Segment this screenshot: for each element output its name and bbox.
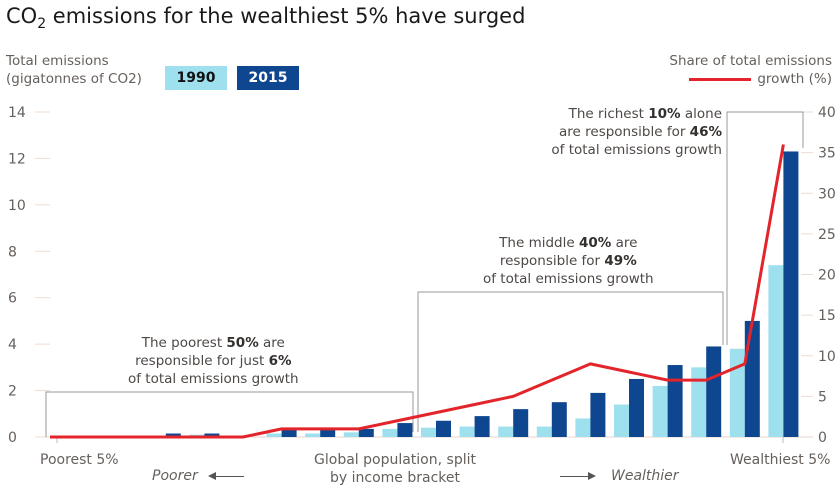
left-axis-label: Total emissions (gigatonnes of CO2) <box>6 53 142 87</box>
x-label-poorest: Poorest 5% <box>40 452 119 468</box>
right-axis-label: Share of total emissions growth (%) <box>669 53 832 87</box>
bar-2015 <box>744 320 760 437</box>
arrow-right-icon <box>560 472 596 480</box>
bar-1990 <box>498 426 514 437</box>
bar-2015 <box>629 378 644 437</box>
bar-2015 <box>783 151 799 437</box>
left-tick-label: 14 <box>8 105 26 121</box>
bar-2015 <box>204 433 220 437</box>
bar-2015 <box>358 428 374 437</box>
right-tick-label: 30 <box>818 186 836 202</box>
bar-1990 <box>266 433 282 437</box>
bar-2015 <box>513 409 529 437</box>
right-tick-label: 5 <box>818 389 827 405</box>
chart-title: CO2 emissions for the wealthiest 5% have… <box>6 4 526 33</box>
annotation-poorest: The poorest 50% are responsible for just… <box>128 335 299 387</box>
poorer-label: Poorer <box>152 468 198 484</box>
arrow-left-icon <box>208 472 244 480</box>
emissions-growth-share-line <box>50 144 785 439</box>
bar-2015 <box>281 430 297 437</box>
left-tick-label: 6 <box>8 291 17 307</box>
left-tick-label: 0 <box>8 430 17 446</box>
annotation-richest: The richest 10% alone are responsible fo… <box>551 106 722 158</box>
bar-1990 <box>691 367 707 437</box>
bar-2015 <box>590 392 606 437</box>
bar-2015 <box>706 346 722 437</box>
left-tick-label: 2 <box>8 384 17 400</box>
bracket-richest <box>726 111 804 345</box>
bar-2015 <box>667 365 683 437</box>
bar-1990 <box>421 427 436 437</box>
legend-1990: 1990 <box>165 66 227 90</box>
bracket-poorest <box>45 391 414 437</box>
x-axis-title: Global population, split by income bracke… <box>314 452 476 486</box>
bar-2015 <box>551 402 567 437</box>
bar-1990 <box>343 432 359 437</box>
bar-1990 <box>729 348 745 437</box>
bar-2015 <box>320 430 336 437</box>
right-tick-label: 40 <box>818 105 836 121</box>
bar-1990 <box>305 433 321 437</box>
bar-2015 <box>165 433 181 437</box>
right-tick-label: 0 <box>818 430 827 446</box>
right-tick-label: 20 <box>818 268 836 284</box>
bar-1990 <box>382 428 398 437</box>
bar-1990 <box>575 418 591 437</box>
left-tick-label: 4 <box>8 337 17 353</box>
legend-line-swatch <box>689 77 752 81</box>
left-tick-label: 12 <box>8 151 26 167</box>
bar-1990 <box>536 426 552 437</box>
bar-1990 <box>652 385 668 437</box>
bar-1990 <box>614 404 629 437</box>
x-label-wealthiest: Wealthiest 5% <box>730 452 831 468</box>
legend-2015: 2015 <box>237 66 299 90</box>
bar-2015 <box>397 423 413 437</box>
annotation-middle: The middle 40% are responsible for 49% o… <box>483 235 654 287</box>
left-tick-label: 8 <box>8 244 17 260</box>
right-tick-label: 15 <box>818 308 836 324</box>
bar-2015 <box>474 416 490 437</box>
right-tick-label: 25 <box>818 227 836 243</box>
bar-1990 <box>459 426 475 437</box>
bracket-middle <box>417 291 724 432</box>
right-tick-label: 35 <box>818 146 836 162</box>
bar-1990 <box>768 265 784 437</box>
right-tick-label: 10 <box>818 349 836 365</box>
bar-2015 <box>436 420 451 437</box>
wealthier-label: Wealthier <box>611 468 679 484</box>
left-tick-label: 10 <box>8 198 26 214</box>
